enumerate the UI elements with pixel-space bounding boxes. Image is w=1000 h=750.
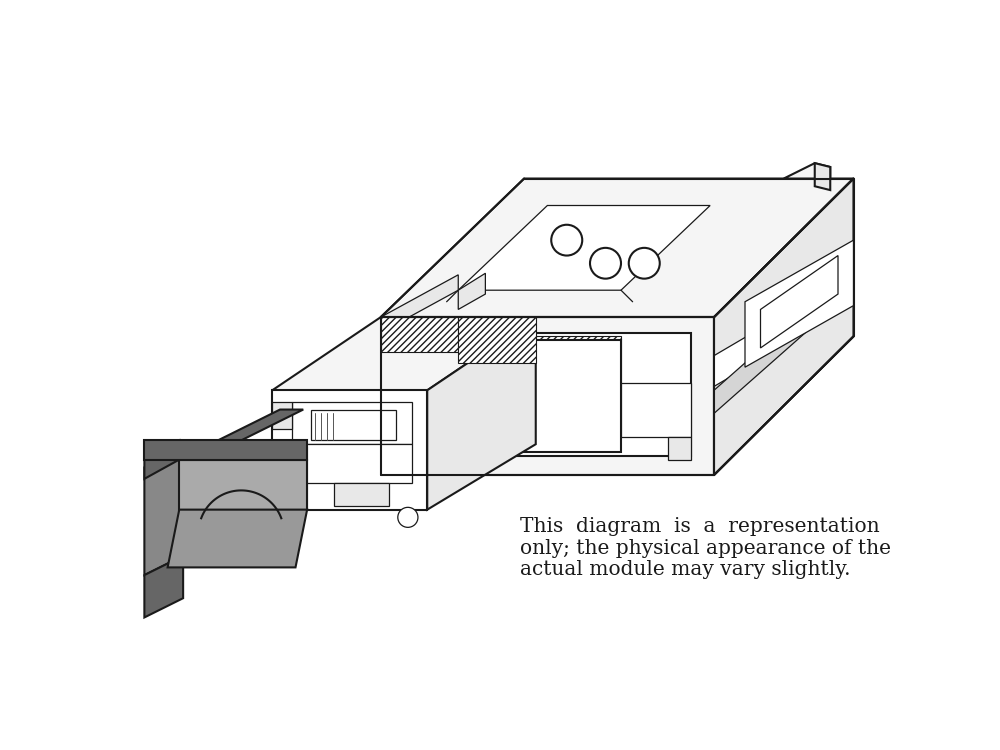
Polygon shape xyxy=(168,510,307,568)
Circle shape xyxy=(629,248,660,279)
Text: This  diagram  is  a  representation: This diagram is a representation xyxy=(520,518,880,536)
Polygon shape xyxy=(292,444,412,483)
Polygon shape xyxy=(381,274,458,332)
Polygon shape xyxy=(179,460,307,510)
Polygon shape xyxy=(458,317,536,363)
Polygon shape xyxy=(427,317,536,510)
Polygon shape xyxy=(311,410,396,440)
Polygon shape xyxy=(164,410,303,467)
Polygon shape xyxy=(272,390,427,510)
Text: only; the physical appearance of the: only; the physical appearance of the xyxy=(520,539,891,558)
Polygon shape xyxy=(714,267,854,413)
Circle shape xyxy=(590,248,621,279)
Polygon shape xyxy=(815,164,830,190)
Polygon shape xyxy=(714,178,854,475)
Polygon shape xyxy=(292,402,412,444)
Polygon shape xyxy=(439,340,621,452)
Polygon shape xyxy=(144,440,307,460)
Polygon shape xyxy=(144,448,183,575)
Polygon shape xyxy=(714,305,799,386)
Polygon shape xyxy=(668,436,691,460)
Circle shape xyxy=(551,225,582,256)
Polygon shape xyxy=(144,440,179,479)
Circle shape xyxy=(398,507,418,527)
Polygon shape xyxy=(183,448,307,510)
Polygon shape xyxy=(144,556,183,617)
Polygon shape xyxy=(745,240,854,368)
Polygon shape xyxy=(761,256,838,348)
Polygon shape xyxy=(272,402,292,429)
Polygon shape xyxy=(381,317,458,352)
Polygon shape xyxy=(381,178,854,317)
Polygon shape xyxy=(408,337,512,390)
Polygon shape xyxy=(458,206,710,290)
Polygon shape xyxy=(272,317,536,390)
Polygon shape xyxy=(458,273,485,310)
Polygon shape xyxy=(381,317,714,475)
Polygon shape xyxy=(404,332,691,456)
Polygon shape xyxy=(512,337,621,406)
Polygon shape xyxy=(784,164,830,178)
Polygon shape xyxy=(334,483,388,506)
Polygon shape xyxy=(621,382,691,436)
Text: actual module may vary slightly.: actual module may vary slightly. xyxy=(520,560,851,580)
